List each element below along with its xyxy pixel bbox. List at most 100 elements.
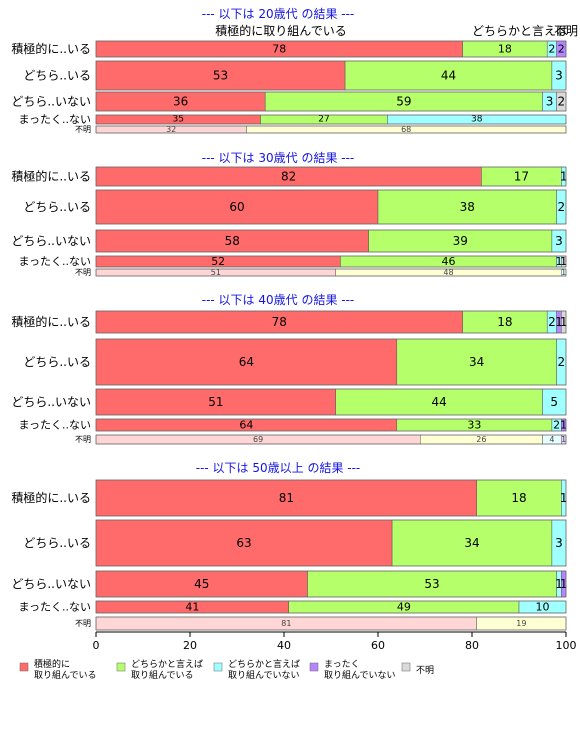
legend-label: どちらかと言えば取り組んでいない	[228, 658, 300, 681]
row-label: どちら..いない	[11, 395, 91, 409]
legend-label-line: 取り組んでいない	[228, 669, 300, 681]
bar-row: 積極的に..いる 78 18 2 2	[11, 40, 567, 58]
data-label: 46	[442, 255, 456, 268]
data-label: 60	[229, 200, 244, 214]
legend-label-line: どちらかと言えば	[228, 658, 300, 670]
bar-row: どちら..いない 45 53 11	[11, 570, 567, 598]
data-label: 18	[498, 43, 512, 56]
legend-swatch	[213, 662, 223, 672]
row-label: 積極的に..いる	[11, 41, 91, 56]
x-axis: 0 20 40 60 80 100	[93, 631, 577, 652]
data-label: 19	[516, 619, 526, 628]
data-label: 64	[239, 355, 254, 369]
data-label: 48	[443, 268, 453, 277]
data-label: 27	[318, 115, 329, 125]
legend-label-line: 不明	[416, 665, 434, 676]
row-frame	[95, 338, 567, 386]
row-label: まったく..ない	[18, 255, 91, 268]
legend-label-line: 積極的に	[34, 658, 70, 670]
panel-4: --- 以下は 50歳以上 の結果 ---積極的に..いる 81 18 1どちら..い…	[11, 461, 568, 631]
row-frame	[95, 91, 567, 112]
data-label: 1	[560, 315, 568, 329]
legend-label: 不明	[416, 665, 434, 676]
data-label: 68	[401, 125, 411, 134]
row-frame	[95, 479, 567, 517]
row-frame	[95, 255, 567, 268]
row-label: 不明	[75, 268, 91, 277]
data-label: 51	[211, 268, 221, 277]
legend-item: 不明	[401, 662, 434, 676]
top-column-label-3: 不明	[554, 24, 578, 38]
row-label: どちら..いない	[11, 577, 91, 591]
row-frame	[95, 519, 567, 567]
data-label: 69	[253, 435, 263, 444]
bar-row: どちら..いない 58 39 3	[11, 229, 567, 253]
data-label: 53	[213, 69, 228, 83]
data-label: 4	[549, 435, 554, 444]
row-frame	[95, 125, 567, 134]
bar-row: 積極的に..いる 78 18 2 11	[11, 310, 568, 334]
row-label: まったく..ない	[18, 419, 91, 432]
legend-item: まったく取り組んでいない	[309, 659, 396, 681]
x-tick-label: 100	[556, 639, 577, 652]
data-label: 2	[557, 200, 565, 214]
row-frame	[95, 166, 567, 187]
data-label: 58	[225, 234, 240, 248]
row-frame	[95, 229, 567, 253]
data-label: 1	[561, 435, 566, 444]
row-label: 不明	[75, 619, 91, 628]
data-label: 38	[471, 115, 483, 125]
bar-row: どちら..いる 60 38 2	[23, 189, 567, 225]
bar-row: 不明 69 26 4 1	[75, 434, 567, 445]
bar-row: 不明 81 19	[75, 616, 567, 631]
bar-segment	[391, 519, 553, 567]
data-label: 32	[166, 125, 176, 134]
row-frame	[95, 616, 567, 631]
data-label: 82	[281, 170, 296, 184]
data-label: 44	[441, 69, 456, 83]
row-label: どちら..いる	[23, 355, 91, 369]
data-label: 35	[173, 115, 184, 125]
bar-segment	[95, 388, 336, 416]
x-tick-label: 40	[277, 639, 291, 652]
bar-segment	[95, 189, 379, 225]
data-label: 1	[555, 255, 562, 268]
data-label: 36	[173, 95, 188, 109]
top-column-label: 積極的に取り組んでいる	[215, 23, 346, 38]
data-label: 26	[476, 435, 486, 444]
data-label: 2	[557, 355, 565, 369]
data-label: 17	[514, 170, 529, 184]
bar-row: 不明 51 48 1	[75, 268, 567, 277]
bar-segment	[344, 60, 553, 91]
x-tick-label: 60	[371, 639, 385, 652]
row-label: まったく..ない	[18, 113, 91, 126]
data-label: 45	[194, 577, 209, 591]
legend-label-line: 取り組んでいない	[324, 669, 396, 681]
data-label: 2	[553, 419, 560, 432]
row-frame	[95, 114, 567, 125]
row-frame	[95, 60, 567, 91]
data-label: 33	[467, 419, 481, 432]
chart-panels: --- 以下は 20歳代 の結果 --- 積極的に取り組んでいる どちらかと言えば不…	[11, 7, 578, 631]
row-frame	[95, 570, 567, 598]
row-frame	[95, 388, 567, 416]
legend-label: どちらかと言えば取り組んでいる	[131, 658, 203, 681]
bar-segment	[396, 338, 557, 386]
bar-segment	[377, 189, 557, 225]
bar-segment	[476, 479, 562, 517]
bar-row: 積極的に..いる 82 17 1	[11, 166, 567, 187]
data-label: 59	[396, 95, 411, 109]
panel-title: --- 以下は 50歳以上 の結果 ---	[196, 461, 361, 475]
data-label: 2	[557, 95, 565, 109]
legend-swatch	[401, 662, 411, 672]
bar-row: どちら..いる 53 44 3	[23, 60, 567, 91]
bar-row: どちら..いる 64 34 2	[23, 338, 567, 386]
data-label: 78	[272, 43, 286, 56]
data-label: 1	[560, 255, 567, 268]
data-label: 1	[560, 491, 568, 505]
bar-row: どちら..いる 63 34 3	[23, 519, 567, 567]
row-frame	[95, 310, 567, 334]
data-label: 49	[397, 601, 411, 614]
row-label: 積極的に..いる	[11, 490, 91, 505]
